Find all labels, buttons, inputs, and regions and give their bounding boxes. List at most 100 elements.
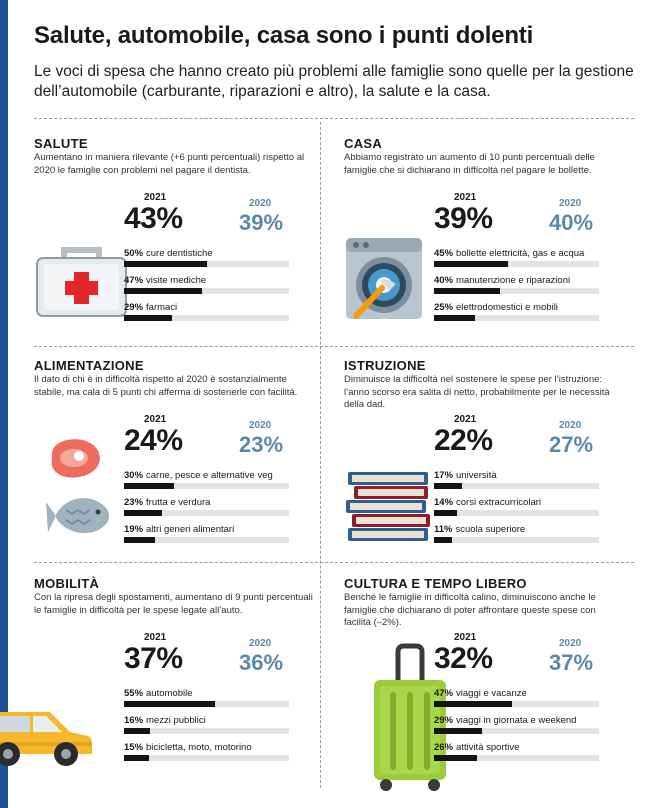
bar-label: 45% bollette elettricità, gas e acqua	[434, 248, 584, 259]
bar-row: 47% visite mediche	[124, 275, 289, 295]
bar-category: elettrodomestici e mobili	[456, 302, 558, 313]
bar	[124, 261, 207, 267]
value-2021: 43%	[124, 202, 183, 235]
bar	[124, 728, 150, 734]
bar-row: 26% attività sportive	[434, 742, 599, 762]
bar-track	[124, 755, 289, 761]
bar-label: 29% viaggi in giornata e weekend	[434, 715, 576, 726]
bar-category: università	[456, 470, 497, 481]
bar	[124, 288, 202, 294]
bar-category: attività sportive	[456, 742, 520, 753]
value-2020: 27%	[549, 432, 594, 457]
bar	[124, 510, 162, 516]
bar-track	[124, 728, 289, 734]
bar-value-label: 29%	[434, 715, 454, 726]
panel-title: CULTURA E TEMPO LIBERO	[344, 576, 527, 591]
bar-label: 14% corsi extracurricolari	[434, 497, 541, 508]
panel-cultura-e-tempo-libero: CULTURA E TEMPO LIBERO Benché le famiglie…	[344, 576, 624, 791]
year-2020-label: 2020	[559, 198, 582, 209]
bar-label: 47% viaggi e vacanze	[434, 688, 527, 699]
panel-description: Con la ripresa degli spostamenti, aument…	[34, 592, 313, 616]
bar	[124, 315, 172, 321]
bar-track	[434, 537, 599, 543]
bar	[434, 537, 452, 543]
bar-track	[124, 288, 289, 294]
bar-row: 47% viaggi e vacanze	[434, 688, 599, 708]
bar-label: 19% altri generi alimentari	[124, 524, 234, 535]
meat-fish-icon	[46, 436, 116, 556]
bar-row: 50% cure dentistiche	[124, 248, 289, 268]
bar-category: farmaci	[146, 302, 178, 313]
bar-label: 30% carne, pesce e alternative veg	[124, 470, 273, 481]
year-2021-label: 2021	[144, 632, 167, 643]
bar-row: 15% bicicletta, moto, motorino	[124, 742, 289, 762]
value-2020: 36%	[239, 650, 284, 675]
bar-track	[434, 315, 599, 321]
divider	[320, 122, 322, 788]
bar	[434, 701, 512, 707]
value-2021: 37%	[124, 642, 183, 675]
bar	[434, 728, 482, 734]
panel-description: Il dato di chi è in difficoltà rispetto …	[34, 374, 298, 398]
bar-category: viaggi in giornata e weekend	[456, 715, 577, 726]
bar-track	[124, 315, 289, 321]
bar-value-label: 26%	[434, 742, 454, 753]
bar-label: 40% manutenzione e riparazioni	[434, 275, 570, 286]
bar	[434, 261, 508, 267]
bar-track	[124, 510, 289, 516]
bar-row: 29% viaggi in giornata e weekend	[434, 715, 599, 735]
panel-istruzione: ISTRUZIONE Diminuisce la difficoltà nel s…	[344, 358, 624, 568]
panel-title: SALUTE	[34, 136, 88, 151]
bar-value-label: 47%	[124, 275, 144, 286]
bar-category: bollette elettricità, gas e acqua	[456, 248, 585, 259]
value-2021: 39%	[434, 202, 493, 235]
bar-label: 17% università	[434, 470, 497, 481]
bar-label: 15% bicicletta, moto, motorino	[124, 742, 252, 753]
bar-row: 14% corsi extracurricolari	[434, 497, 599, 517]
bar-category: frutta e verdura	[146, 497, 211, 508]
washing-machine-icon	[344, 236, 424, 326]
year-2021-label: 2021	[454, 632, 477, 643]
bar-value-label: 11%	[434, 524, 453, 535]
bar-value-label: 40%	[434, 275, 454, 286]
bar-label: 11% scuola superiore	[434, 524, 525, 535]
bar-value-label: 14%	[434, 497, 454, 508]
bar-row: 19% altri generi alimentari	[124, 524, 289, 544]
year-2021-label: 2021	[144, 414, 167, 425]
value-2020: 39%	[239, 210, 284, 235]
bar-track	[124, 483, 289, 489]
value-2021: 32%	[434, 642, 493, 675]
bar-row: 16% mezzi pubblici	[124, 715, 289, 735]
value-2020: 23%	[239, 432, 284, 457]
value-2020: 37%	[549, 650, 594, 675]
bar-category: corsi extracurricolari	[456, 497, 542, 508]
bar-value-label: 30%	[124, 470, 144, 481]
bar-category: manutenzione e riparazioni	[456, 275, 571, 286]
bar	[434, 483, 462, 489]
bar-row: 29% farmaci	[124, 302, 289, 322]
value-2020: 40%	[549, 210, 594, 235]
bar-category: mezzi pubblici	[146, 715, 206, 726]
bar-label: 23% frutta e verdura	[124, 497, 210, 508]
bar-row: 30% carne, pesce e alternative veg	[124, 470, 289, 490]
bar-track	[124, 537, 289, 543]
accent-bar	[0, 0, 8, 808]
bar-track	[434, 701, 599, 707]
bar-row: 17% università	[434, 470, 599, 490]
bar-row: 55% automobile	[124, 688, 289, 708]
bar	[124, 701, 215, 707]
bar-row: 40% manutenzione e riparazioni	[434, 275, 599, 295]
panel-description: Diminuisce la difficoltà nel sostenere l…	[344, 374, 610, 410]
year-2020-label: 2020	[249, 198, 272, 209]
bar	[434, 755, 477, 761]
bar-track	[434, 728, 599, 734]
year-2020-label: 2020	[249, 420, 272, 431]
page-subtitle: Le voci di spesa che hanno creato più pr…	[34, 63, 634, 100]
suitcase-icon	[370, 642, 450, 797]
bar-track	[434, 288, 599, 294]
bar-category: bicicletta, moto, motorino	[146, 742, 252, 753]
books-icon	[344, 464, 434, 549]
bar-label: 50% cure dentistiche	[124, 248, 213, 259]
bar	[434, 288, 500, 294]
bar-row: 11% scuola superiore	[434, 524, 599, 544]
